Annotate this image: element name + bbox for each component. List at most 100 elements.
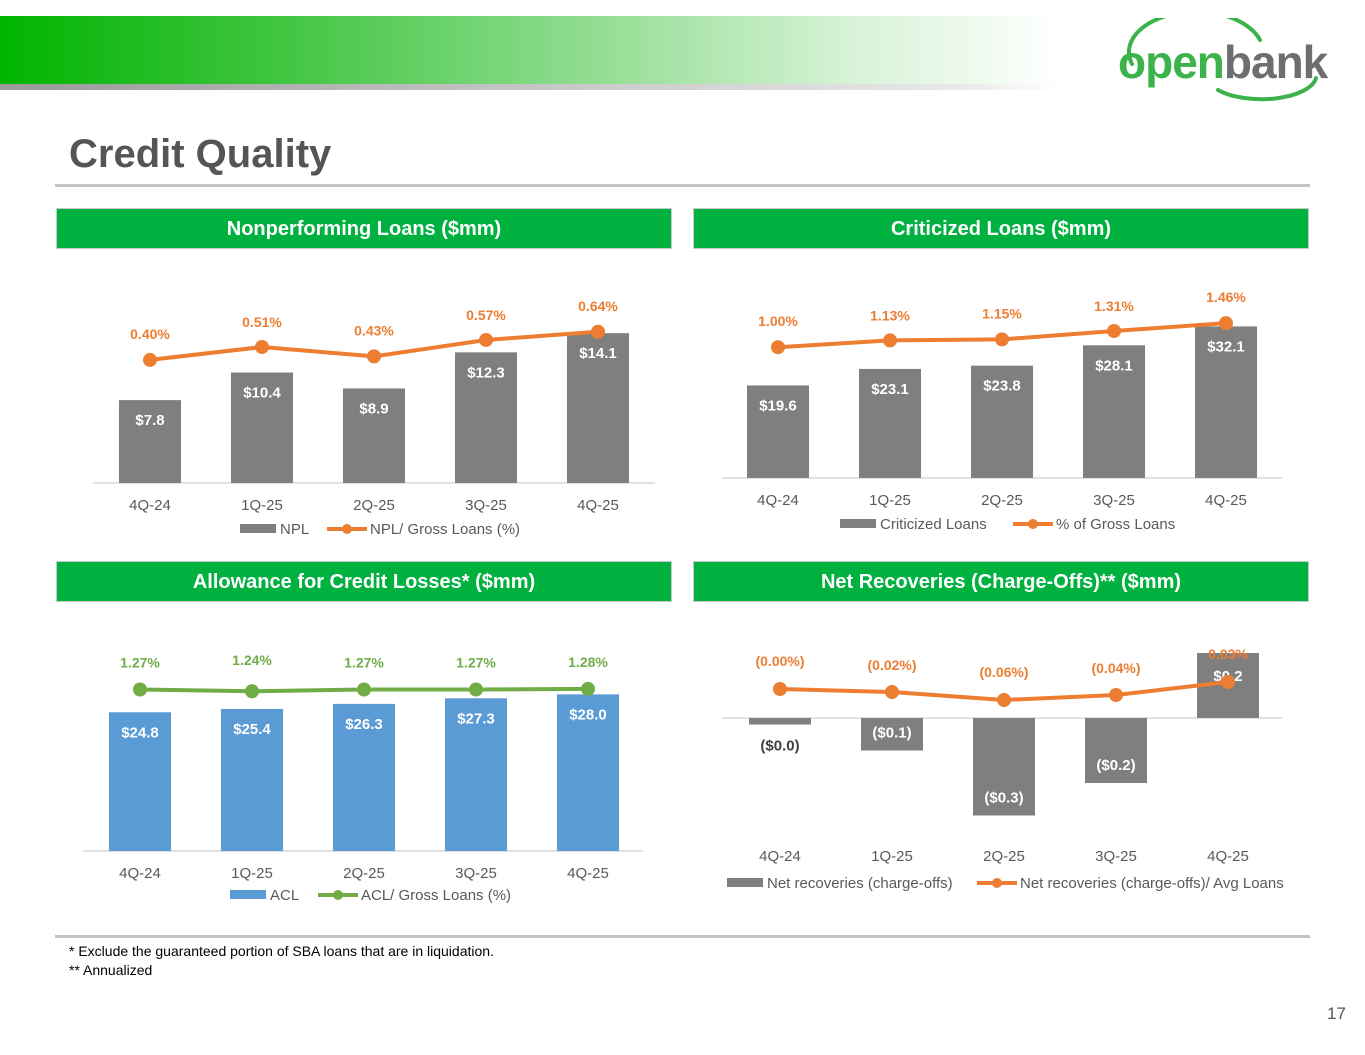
npl-legend-line-marker	[342, 524, 352, 534]
acl-category-label-2: 2Q-25	[343, 865, 385, 882]
acl-bar-0	[109, 712, 171, 851]
criticized-category-label-4: 4Q-25	[1205, 492, 1247, 509]
npl-line-point-2	[367, 349, 381, 364]
acl-line-point-0	[133, 682, 147, 697]
netrec-line-label-0: (0.00%)	[755, 653, 804, 669]
npl-bar-3	[455, 352, 517, 483]
page-title: Credit Quality	[69, 132, 332, 176]
criticized-line-point-1	[883, 333, 897, 348]
criticized-panel-header: Criticized Loans ($mm)	[693, 208, 1309, 249]
netrec-line-label-2: (0.06%)	[979, 664, 1028, 680]
criticized-category-label-2: 2Q-25	[981, 492, 1023, 509]
netrec-legend-line-marker	[992, 878, 1002, 888]
logo-arc-top	[1126, 18, 1262, 66]
netrec-bar-3	[1085, 718, 1147, 783]
criticized-bar-label-0: $19.6	[759, 397, 797, 414]
header-banner-shadow	[0, 84, 1060, 90]
criticized-line-point-0	[771, 340, 785, 355]
npl-category-label-0: 4Q-24	[129, 497, 171, 514]
criticized-bar-4	[1195, 326, 1257, 478]
acl-category-label-1: 1Q-25	[231, 865, 273, 882]
title-divider	[55, 184, 1310, 187]
npl-line-point-3	[479, 332, 493, 347]
netrec-bar-label-3: ($0.2)	[1096, 757, 1135, 774]
acl-bar-label-0: $24.8	[121, 724, 159, 741]
logo-arc-bottom	[1216, 76, 1318, 102]
acl-line-label-4: 1.28%	[568, 654, 608, 670]
page-number: 17	[1327, 1004, 1346, 1023]
acl-line-label-3: 1.27%	[456, 654, 496, 670]
npl-bar-label-2: $8.9	[359, 400, 388, 417]
npl-category-label-3: 3Q-25	[465, 497, 507, 514]
npl-legend-bar-label: NPL	[280, 521, 309, 538]
acl-bar-1	[221, 708, 283, 851]
netrec-bar-0	[749, 718, 811, 725]
netrec-line-point-0	[773, 682, 787, 696]
netrec-bar-1	[861, 718, 923, 751]
criticized-bar-label-3: $28.1	[1095, 357, 1133, 374]
npl-line-label-1: 0.51%	[242, 314, 282, 330]
openbank-logo: openbank	[1118, 18, 1330, 102]
criticized-line-label-4: 1.46%	[1206, 289, 1246, 305]
acl-bar-4	[557, 694, 619, 851]
acl-bar-3	[445, 698, 507, 851]
netrec-category-label-1: 1Q-25	[871, 848, 913, 865]
criticized-category-label-1: 1Q-25	[869, 492, 911, 509]
criticized-bar-2	[971, 365, 1033, 478]
criticized-legend-line-label: % of Gross Loans	[1056, 516, 1175, 533]
criticized-line-label-2: 1.15%	[982, 305, 1022, 321]
npl-legend-line-label: NPL/ Gross Loans (%)	[370, 521, 520, 538]
acl-line-label-2: 1.27%	[344, 654, 384, 670]
criticized-bar-label-2: $23.8	[983, 378, 1021, 395]
acl-line-point-2	[357, 682, 371, 697]
criticized-bar-0	[747, 385, 809, 478]
net-recoveries-panel-header: Net Recoveries (Charge-Offs)** ($mm)	[693, 561, 1309, 602]
netrec-line-point-3	[1109, 688, 1123, 702]
svg-text:openbank: openbank	[1118, 36, 1329, 88]
criticized-category-label-3: 3Q-25	[1093, 492, 1135, 509]
netrec-line-label-1: (0.02%)	[867, 657, 916, 673]
criticized-legend-bar-swatch	[840, 519, 876, 528]
acl-line-point-4	[581, 681, 595, 696]
criticized-legend-line-marker	[1028, 519, 1038, 529]
acl-legend-bar-swatch	[230, 890, 266, 899]
npl-bar-label-3: $12.3	[467, 364, 505, 381]
netrec-bar-label-0: ($0.0)	[760, 738, 799, 755]
acl-bar-label-2: $26.3	[345, 716, 383, 733]
criticized-category-label-0: 4Q-24	[757, 492, 799, 509]
npl-bar-label-1: $10.4	[243, 385, 281, 402]
acl-line-label-0: 1.27%	[120, 654, 160, 670]
npl-bar-4	[567, 333, 629, 483]
npl-category-label-1: 1Q-25	[241, 497, 283, 514]
acl-bar-label-3: $27.3	[457, 710, 495, 727]
header-banner	[0, 16, 1060, 86]
footnote-1: * Exclude the guaranteed portion of SBA …	[69, 943, 494, 959]
npl-line-point-1	[255, 340, 269, 354]
netrec-bar-2	[973, 718, 1035, 816]
acl-bar-2	[333, 703, 395, 851]
npl-bar-2	[343, 388, 405, 483]
netrec-category-label-2: 2Q-25	[983, 848, 1025, 865]
netrec-line-point-1	[885, 685, 899, 699]
acl-bar-label-1: $25.4	[233, 721, 271, 738]
npl-bar-1	[231, 372, 293, 483]
npl-panel-header: Nonperforming Loans ($mm)	[56, 208, 672, 249]
netrec-category-label-4: 4Q-25	[1207, 848, 1249, 865]
criticized-line-point-2	[995, 332, 1009, 347]
acl-category-label-3: 3Q-25	[455, 865, 497, 882]
criticized-bar-label-1: $23.1	[871, 381, 909, 398]
npl-line-label-4: 0.64%	[578, 298, 618, 314]
netrec-line-point-2	[997, 693, 1011, 707]
npl-legend-bar-swatch	[240, 524, 276, 533]
acl-bar-label-4: $28.0	[569, 706, 607, 723]
criticized-line-label-1: 1.13%	[870, 307, 910, 323]
npl-line-label-0: 0.40%	[130, 326, 170, 342]
logo-text-open: open	[1118, 36, 1224, 88]
acl-category-label-4: 4Q-25	[567, 865, 609, 882]
acl-line-label-1: 1.24%	[232, 652, 272, 668]
criticized-legend-bar-label: Criticized Loans	[880, 516, 987, 533]
netrec-line-label-3: (0.04%)	[1091, 660, 1140, 676]
